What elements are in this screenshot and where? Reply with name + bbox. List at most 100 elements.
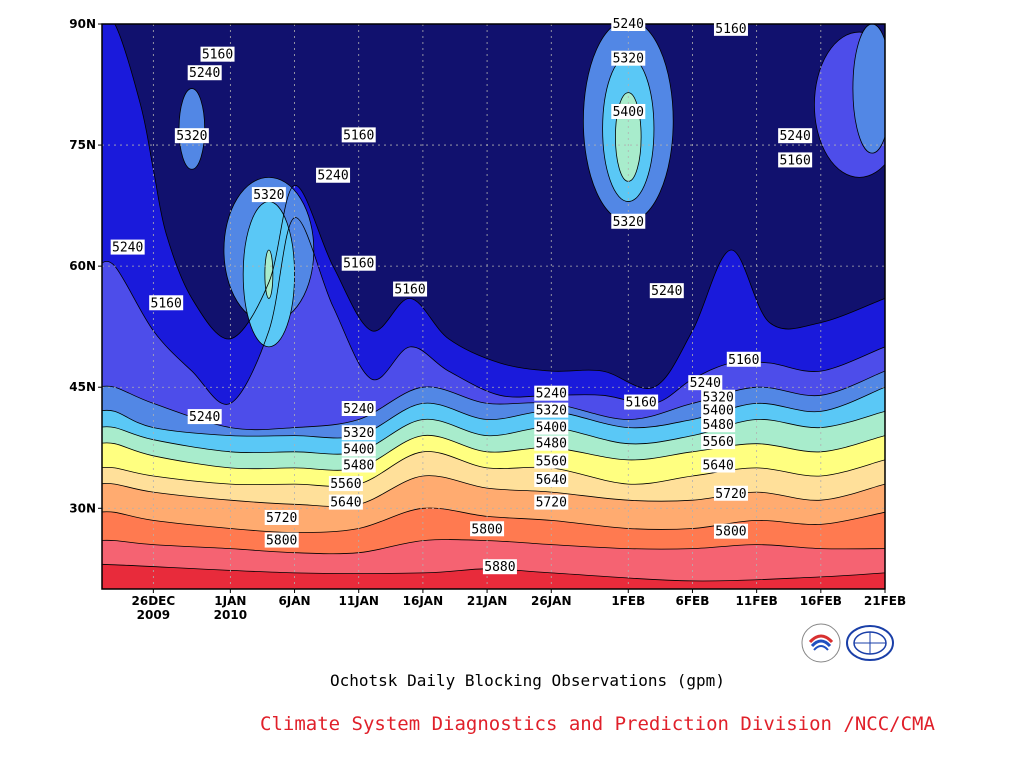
contour-label: 5560	[701, 434, 736, 450]
x-tick-label: 6JAN	[278, 594, 310, 608]
contour-label: 5240	[778, 128, 813, 144]
contour-label: 5400	[701, 402, 736, 419]
contour-label-text: 5640	[702, 459, 733, 474]
contour-label-text: 5160	[728, 353, 759, 368]
contour-label-text: 5320	[702, 391, 733, 406]
x-tick-sublabel: 2009	[137, 608, 170, 622]
contour-label-text: 5240	[536, 387, 567, 402]
contour-label-text: 5400	[702, 404, 733, 419]
contour-label-box	[341, 255, 376, 271]
contour-label-text: 5400	[536, 421, 567, 436]
contour-label: 5320	[611, 50, 646, 67]
ncc-logo-icon	[845, 624, 895, 662]
contour-line-5640	[102, 451, 885, 487]
contour-label: 5240	[316, 167, 351, 184]
contour-label-box	[341, 127, 376, 143]
contour-line-5160	[114, 24, 885, 389]
contour-label: 5640	[701, 457, 736, 474]
plot-frame	[101, 23, 886, 590]
contour-label-box	[778, 128, 813, 144]
x-tick-label: 16FEB	[800, 594, 842, 608]
contour-label: 5800	[264, 532, 299, 549]
x-tick-label: 21JAN	[467, 594, 508, 608]
contour-label-box	[534, 419, 569, 435]
contour-label: 5720	[534, 494, 569, 511]
y-tick-label: 75N	[69, 138, 96, 152]
contour-label-text: 5160	[343, 257, 374, 272]
contour-label-box	[713, 485, 748, 501]
chart-title: Ochotsk Daily Blocking Observations (gpm…	[330, 671, 725, 690]
contour-label-box	[611, 16, 646, 31]
contour-label-text: 5480	[536, 437, 567, 452]
contour-label: 5160	[726, 351, 761, 368]
contour-label-text: 5320	[343, 426, 374, 441]
contour-label: 5800	[713, 523, 748, 540]
y-tick-label: 90N	[69, 17, 96, 31]
x-tick-label: 1FEB	[611, 594, 645, 608]
contour-label-box	[534, 494, 569, 510]
contour-label-box	[149, 295, 184, 311]
bcc-logo-icon	[800, 622, 842, 664]
contour-label: 5480	[341, 457, 376, 474]
contour-label-text: 5320	[613, 215, 644, 230]
contour-label-text: 5160	[151, 296, 182, 311]
contour-label-text: 5720	[536, 496, 567, 511]
contour-label-text: 5560	[330, 477, 361, 492]
contour-label: 5880	[482, 559, 517, 575]
contour-label: 5720	[713, 485, 748, 502]
contour-label-text: 5320	[253, 188, 284, 203]
contour-label-box	[726, 351, 761, 367]
contour-label-text: 5240	[343, 402, 374, 417]
contour-label-text: 5160	[394, 283, 425, 298]
contour-label: 5480	[534, 435, 569, 452]
contour-label-text: 5640	[536, 473, 567, 488]
contour-label: 5320	[251, 187, 286, 203]
contour-label-box	[187, 409, 222, 425]
contour-label-text: 5720	[266, 511, 297, 526]
contour-label: 5160	[624, 394, 659, 411]
contour-label-box	[174, 128, 209, 144]
contour-label-box	[482, 559, 517, 575]
contour-label-box	[701, 389, 736, 405]
contour-label-text: 5480	[343, 459, 374, 474]
contour-label: 5320	[174, 128, 209, 144]
contour-label-text: 5480	[702, 418, 733, 433]
contour-label: 5400	[611, 103, 646, 120]
x-tick-label: 11JAN	[338, 594, 379, 608]
contour-label-box	[470, 521, 505, 537]
x-tick-label: 6FEB	[676, 594, 710, 608]
contour-label-box	[316, 167, 351, 183]
contour-label-text: 5240	[779, 129, 810, 144]
contour-label: 5320	[701, 389, 736, 406]
contour-label-box	[251, 187, 286, 203]
contour-label-text: 5800	[715, 525, 746, 540]
y-tick-label: 60N	[69, 259, 96, 273]
y-tick-label: 45N	[69, 380, 96, 394]
contour-label-box	[611, 50, 646, 66]
contour-label-box	[187, 65, 222, 81]
contour-label: 5160	[200, 46, 235, 63]
contour-label: 5160	[778, 152, 813, 168]
contour-label-text: 5160	[715, 22, 746, 37]
x-tick-sublabel: 2010	[214, 608, 247, 622]
contour-label-text: 5240	[317, 169, 348, 184]
contour-label: 5240	[688, 375, 723, 391]
contour-label-text: 5400	[343, 442, 374, 457]
contour-label-box	[264, 509, 299, 525]
contour-label-box	[701, 457, 736, 473]
contour-label: 5160	[149, 295, 184, 311]
contour-label-box	[534, 385, 569, 401]
contour-label: 5240	[187, 409, 222, 425]
contour-line-5480	[102, 410, 885, 455]
contour-label-box	[701, 417, 736, 433]
contour-label-box	[688, 375, 723, 391]
contour-label-text: 5400	[613, 105, 644, 120]
contour-label-box	[110, 239, 145, 255]
contour-label: 5400	[534, 419, 569, 436]
y-axis: 90N 75N 60N 45N 30N	[69, 17, 102, 515]
contour-label-text: 5800	[471, 522, 502, 537]
contour-label-text: 5240	[651, 284, 682, 299]
contour-label: 5320	[341, 425, 376, 441]
contour-label: 5560	[534, 453, 569, 469]
